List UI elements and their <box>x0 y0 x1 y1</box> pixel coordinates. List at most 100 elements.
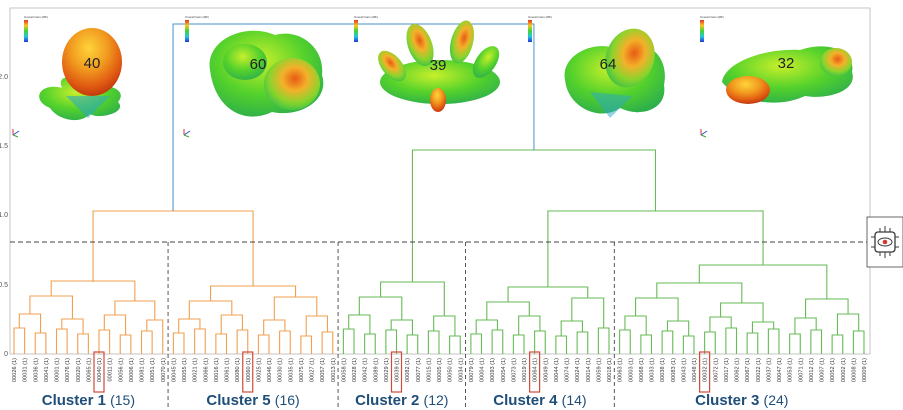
dendrogram-link <box>547 210 764 265</box>
dendrogram-link <box>18 313 42 333</box>
leaf-label: 00006 (1) <box>129 358 135 382</box>
dendrogram-link <box>98 329 111 354</box>
leaf-label: 00020 (1) <box>76 358 82 382</box>
y-axis: 0 0.5 1.0 1.5 2.0 <box>0 74 8 358</box>
cluster-label: Cluster 2 (12) <box>355 392 448 409</box>
leaf-label: 00011 (1) <box>108 358 114 382</box>
dendrogram-link <box>114 300 156 320</box>
leaf-label: 00040 (1) <box>97 358 103 382</box>
cluster-separators <box>167 242 615 410</box>
leaf-label: 00017 (1) <box>724 358 730 382</box>
leaf-label: 00016 (1) <box>214 358 220 382</box>
representative-highlight-box <box>699 351 711 393</box>
pattern-label: 32 <box>778 55 795 72</box>
leaf-label: 00079 (1) <box>469 358 475 382</box>
dendrogram-link <box>305 315 328 336</box>
dendrogram-link <box>852 330 865 354</box>
dendrogram-link <box>449 335 461 354</box>
leaf-label: 00015 (1) <box>426 358 432 382</box>
dendrogram-link <box>746 332 759 354</box>
leaf-label: 00071 (1) <box>798 358 804 382</box>
dendrogram-link <box>146 319 164 354</box>
dendrogram-link <box>555 335 568 354</box>
dendrogram-link <box>810 329 823 354</box>
leaf-label: 00002 (1) <box>841 358 847 382</box>
y-tick-label: 1.5 <box>0 143 8 150</box>
leaf-label: 00039 (1) <box>395 358 401 382</box>
leaf-label: 00068 (1) <box>639 358 645 382</box>
y-tick-label: 0 <box>4 351 8 358</box>
y-tick-label: 2.0 <box>0 74 8 81</box>
dendrogram-link <box>50 280 136 301</box>
dendrogram-link <box>172 332 185 354</box>
dendrogram-link <box>486 301 530 320</box>
ai-chip-eye-icon <box>866 216 903 268</box>
dendrogram-link <box>236 329 249 354</box>
legend-colorbar: Overall Gain (dBi) <box>354 15 378 42</box>
leaf-label: 00052 (1) <box>830 358 836 382</box>
legend-colorbar: Overall Gain (dBi) <box>528 15 552 42</box>
dendrogram-link <box>624 315 647 335</box>
leaf-label: 00082 (1) <box>405 358 411 382</box>
radiation-pattern-40: Overall Gain (dBi) 40 <box>12 15 122 138</box>
dendrogram-link <box>751 321 775 333</box>
representative-highlight-box <box>390 351 403 393</box>
legend-colorbar: Overall Gain (dBi) <box>700 15 724 42</box>
radiation-patterns: Overall Gain (dBi) 40 Overall Gain (dBi)… <box>12 15 853 138</box>
dendrogram-link <box>342 328 355 354</box>
leaf-label: 00013 (1) <box>331 358 337 382</box>
dendrogram-link <box>698 264 828 299</box>
leaf-label: 00062 (1) <box>735 358 741 382</box>
leaf-label: 00047 (1) <box>777 358 783 382</box>
dendrogram-link <box>767 328 780 354</box>
leaf-label: 00045 (1) <box>171 358 177 382</box>
dendrogram-link <box>380 281 445 316</box>
dendrogram-link <box>279 330 291 354</box>
leaf-label: 00008 (1) <box>851 358 857 382</box>
dendrogram-link <box>263 319 286 335</box>
dendrogram-link <box>364 333 376 354</box>
leaf-label: 00018 (1) <box>607 358 613 382</box>
leaf-label: 00028 (1) <box>352 358 358 382</box>
leaf-label: 00077 (1) <box>416 358 422 382</box>
dendrogram-link <box>635 297 679 321</box>
leaf-label: 00083 (1) <box>671 358 677 382</box>
legend-title: Overall Gain (dBi) <box>700 15 724 19</box>
representative-highlight-box <box>93 351 105 393</box>
leaf-label: 00054 (1) <box>501 358 507 382</box>
dendrogram-link <box>433 315 456 336</box>
dendrogram-link <box>178 318 201 333</box>
dendrogram-link <box>358 296 403 320</box>
dendrogram-link <box>77 333 89 354</box>
leaf-label: 00053 (1) <box>788 358 794 382</box>
radiation-pattern-32: Overall Gain (dBi) 32 <box>700 15 853 104</box>
leaf-label: 00012 (1) <box>809 358 815 382</box>
leaf-label: 00060 (1) <box>246 358 252 382</box>
dendrogram-link <box>836 313 860 335</box>
legend-colorbar: Overall Gain (dBi) <box>24 15 48 42</box>
radiation-pattern-64: Overall Gain (dBi) 64 <box>528 15 708 138</box>
dendrogram-link <box>709 316 732 332</box>
cluster-label: Cluster 3 (24) <box>695 392 788 409</box>
leaf-label: 00033 (1) <box>650 358 656 382</box>
leaf-label: 00093 (1) <box>490 358 496 382</box>
legend-title: Overall Gain (dBi) <box>24 15 48 19</box>
dendrogram-link <box>831 334 844 354</box>
pattern-label: 40 <box>84 55 101 72</box>
leaf-label: 00070 (1) <box>161 358 167 382</box>
leaf-label: 00014 (1) <box>586 358 592 382</box>
leaf-label: 00027 (1) <box>310 358 316 382</box>
dendrogram-link <box>55 328 68 354</box>
cluster-label: Cluster 4 (14) <box>493 392 586 409</box>
dendrogram-link <box>61 318 84 334</box>
dendrogram-link <box>656 282 743 303</box>
dendrogram-link <box>92 210 254 282</box>
dendrogram-link <box>512 334 525 354</box>
leaf-label: 00042 (1) <box>363 358 369 382</box>
leaf-label: 00038 (1) <box>660 358 666 382</box>
leaf-label: 00009 (1) <box>862 358 868 382</box>
leaf-label: 00035 (1) <box>288 358 294 382</box>
dendrogram-link <box>29 295 73 319</box>
leaf-label: 00022 (1) <box>756 358 762 382</box>
leaf-label: 00074 (1) <box>565 358 571 382</box>
